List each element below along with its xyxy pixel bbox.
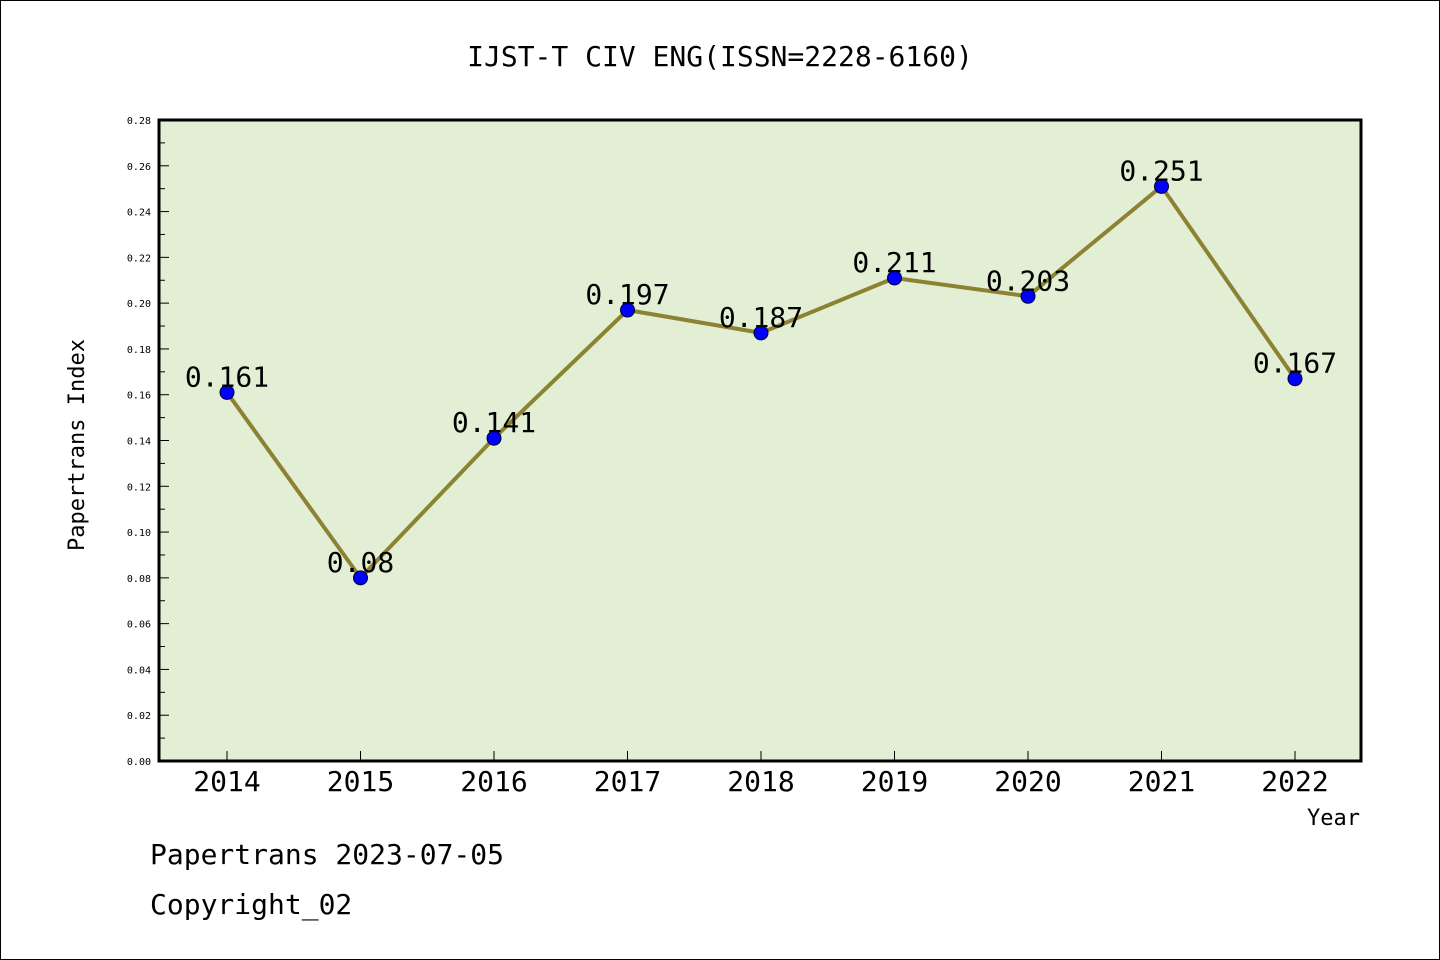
y-tick-label: 0.28 [127,116,151,127]
data-label: 0.08 [327,546,394,579]
data-label: 0.197 [585,278,669,311]
x-tick-label: 2022 [1261,765,1328,798]
y-tick-label: 0.02 [127,711,151,722]
y-tick-label: 0.22 [127,253,151,264]
x-axis: 2014 2015 2016 2017 2018 2019 2020 2021 2022 [193,751,1329,798]
x-axis-label: Year [1307,806,1360,831]
y-tick-label: 0.10 [127,528,151,539]
y-tick-label: 0.24 [127,208,151,219]
data-label: 0.167 [1253,347,1337,380]
y-tick-label: 0.20 [127,299,151,310]
data-label: 0.141 [452,406,536,439]
x-tick-label: 2017 [594,765,661,798]
data-point [887,270,902,286]
y-tick-label: 0.26 [127,162,151,173]
x-tick-label: 2018 [727,765,794,798]
x-tick-label: 2015 [327,765,394,798]
plot-border [157,118,1363,763]
plot-area [159,120,1361,761]
chart-title: IJST-T CIV ENG(ISSN=2228-6160) [467,40,973,73]
data-label: 0.161 [185,360,269,393]
y-tick-label: 0.00 [127,757,151,768]
x-tick-label: 2019 [861,765,928,798]
series-group: 0.161 0.08 0.141 0.197 0.187 0.211 0.203 0.251 0… [185,154,1337,586]
data-point [353,570,368,586]
data-point [1154,178,1169,194]
x-tick-label: 2021 [1128,765,1195,798]
y-tick-label: 0.08 [127,574,151,585]
data-point [486,430,502,446]
data-label: 0.203 [986,264,1070,297]
data-point [219,384,235,400]
footer-date: Papertrans 2023-07-05 [150,838,504,871]
data-point [753,325,769,341]
x-tick-label: 2014 [193,765,260,798]
data-point [1020,288,1036,304]
y-tick-label: 0.06 [127,620,151,631]
y-tick-label: 0.18 [127,345,151,356]
x-tick-label: 2016 [460,765,527,798]
y-tick-label: 0.16 [127,391,151,402]
x-tick-label: 2020 [994,765,1061,798]
data-label: 0.211 [852,246,936,279]
footer-copyright: Copyright_02 [150,888,352,922]
data-label: 0.251 [1119,154,1203,187]
data-point [1287,371,1303,387]
data-point [620,302,635,318]
y-tick-label: 0.04 [127,665,151,676]
data-label: 0.187 [719,301,803,334]
y-axis-label: Papertrans Index [65,339,90,551]
y-tick-label: 0.12 [127,482,151,493]
y-tick-label: 0.14 [127,437,151,448]
